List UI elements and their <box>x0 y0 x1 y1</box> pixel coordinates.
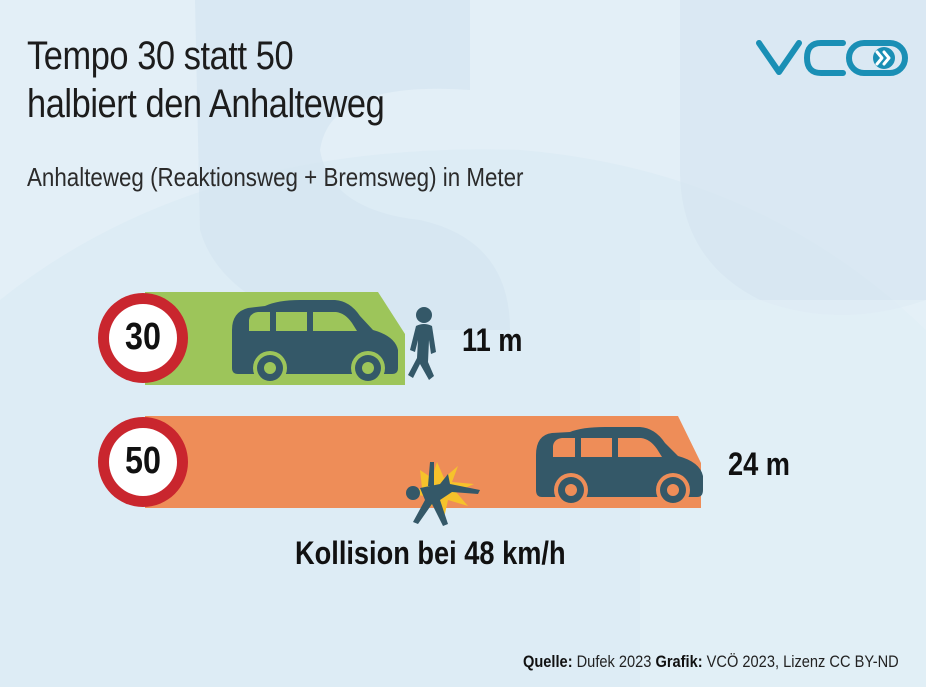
speed-sign-30 <box>98 293 188 383</box>
source-value: Dufek 2023 <box>576 652 652 671</box>
graphic-label: Grafik: <box>655 652 703 671</box>
distance-label-30: 11 m <box>462 322 523 358</box>
speed-sign-50-label: 50 <box>125 440 161 482</box>
speed-sign-30-label: 30 <box>125 316 161 358</box>
pedestrian-icon <box>408 307 436 380</box>
collision-icon <box>406 462 480 526</box>
title-line-1: Tempo 30 statt 50 <box>27 34 294 78</box>
source-label: Quelle: <box>523 652 573 671</box>
speed-sign-50 <box>98 417 188 507</box>
chart-subtitle: Anhalteweg (Reaktionsweg + Bremsweg) in … <box>27 162 524 192</box>
title-line-2: halbiert den Anhalteweg <box>27 82 385 126</box>
collision-annotation: Kollision bei 48 km/h <box>295 535 566 571</box>
distance-label-50: 24 m <box>728 446 790 482</box>
source-footer: Quelle: Dufek 2023 Grafik: VCÖ 2023, Liz… <box>523 652 899 672</box>
chart-title: Tempo 30 statt 50 halbiert den Anhaltewe… <box>27 32 385 128</box>
vco-logo <box>756 40 908 76</box>
graphic-value: VCÖ 2023, Lizenz CC BY-ND <box>706 652 899 671</box>
